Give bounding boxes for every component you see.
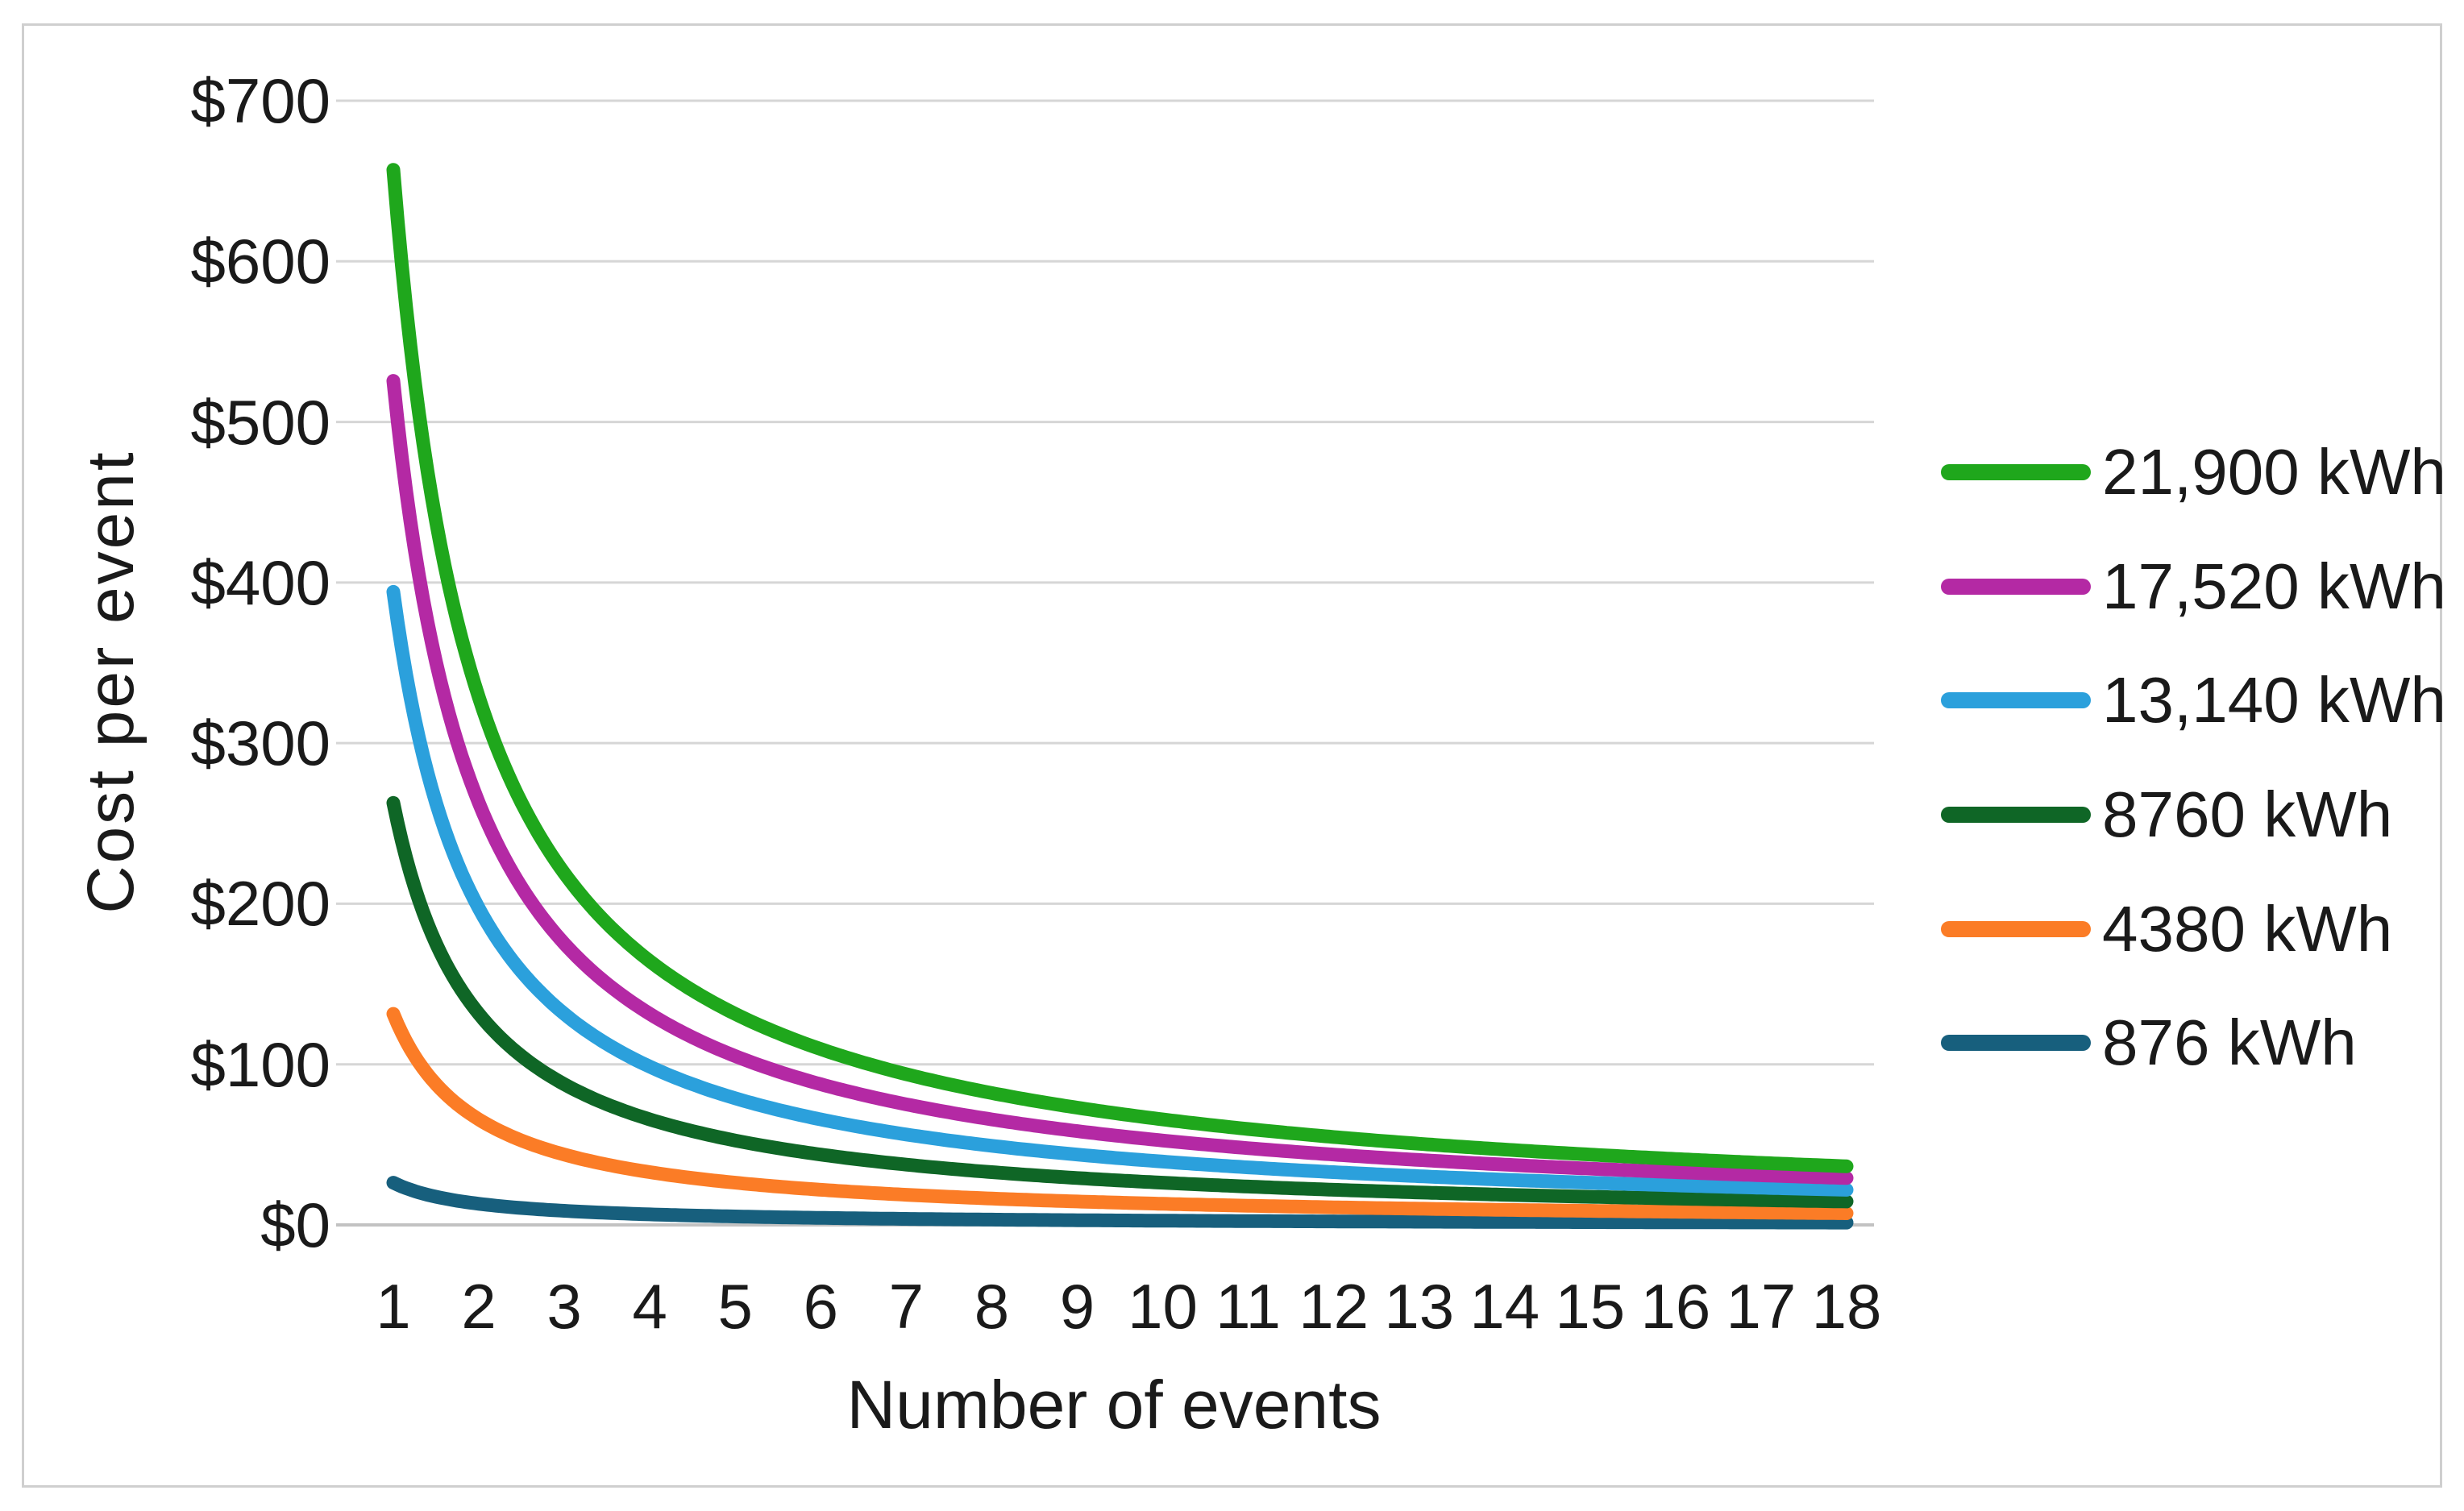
gridlines xyxy=(336,99,1874,1227)
legend-swatch-icon xyxy=(1941,1035,2091,1051)
x-tick-label-6: 6 xyxy=(803,1271,838,1342)
curve-17520kWh xyxy=(386,374,1854,1185)
legend-label: 21,900 kWh xyxy=(2102,436,2446,508)
curve-876kWh xyxy=(386,1176,1854,1230)
curve-13140kWh xyxy=(386,584,1854,1197)
x-tick-label-16: 16 xyxy=(1640,1271,1711,1342)
legend-swatch-icon xyxy=(1941,464,2091,480)
x-tick-label-10: 10 xyxy=(1128,1271,1198,1342)
x-tick-label-5: 5 xyxy=(717,1271,753,1342)
legend-entry-4380kWh: 4380 kWh xyxy=(1941,889,2392,969)
x-tick-label-7: 7 xyxy=(888,1271,925,1342)
legend-label: 876 kWh xyxy=(2102,1007,2357,1078)
y-tick-label-0: $0 xyxy=(260,1189,330,1260)
legend-label: 8760 kWh xyxy=(2102,778,2393,850)
x-tick-label-11: 11 xyxy=(1215,1271,1282,1342)
y-tick-label-600: $600 xyxy=(190,226,330,297)
legend-swatch-icon xyxy=(1941,692,2091,708)
legend-entry-876kWh: 876 kWh xyxy=(1941,1002,2357,1083)
x-tick-label-17: 17 xyxy=(1726,1271,1797,1342)
legend-label: 13,140 kWh xyxy=(2102,664,2446,736)
y-axis-title: Cost per event xyxy=(74,450,148,914)
y-tick-label-100: $100 xyxy=(190,1028,330,1100)
x-tick-label-1: 1 xyxy=(376,1271,411,1342)
x-tick-label-8: 8 xyxy=(974,1271,1010,1342)
legend-swatch-icon xyxy=(1941,921,2091,937)
x-axis-title: Number of events xyxy=(846,1367,1382,1443)
x-tick-label-4: 4 xyxy=(632,1271,667,1342)
x-tick-label-3: 3 xyxy=(546,1271,582,1342)
legend-swatch-icon xyxy=(1941,579,2091,595)
x-tick-label-13: 13 xyxy=(1384,1271,1455,1342)
curve-4380kWh xyxy=(386,1007,1854,1220)
series-curves xyxy=(386,163,1854,1230)
curve-8760kWh xyxy=(386,795,1854,1209)
x-tick-label-12: 12 xyxy=(1298,1271,1369,1342)
y-tick-label-300: $300 xyxy=(190,708,330,779)
legend-entry-21900kWh: 21,900 kWh xyxy=(1941,432,2446,513)
legend-label: 4380 kWh xyxy=(2102,893,2393,965)
curve-21900kWh xyxy=(386,163,1854,1173)
y-tick-label-400: $400 xyxy=(190,546,330,618)
legend-label: 17,520 kWh xyxy=(2102,550,2446,622)
x-tick-label-14: 14 xyxy=(1469,1271,1540,1342)
x-tick-label-15: 15 xyxy=(1555,1271,1626,1342)
x-tick-label-2: 2 xyxy=(461,1271,497,1342)
x-tick-label-9: 9 xyxy=(1059,1271,1095,1342)
x-tick-label-18: 18 xyxy=(1811,1271,1882,1342)
legend-entry-17520kWh: 17,520 kWh xyxy=(1941,546,2446,627)
legend-swatch-icon xyxy=(1941,807,2091,823)
y-tick-label-700: $700 xyxy=(190,65,330,136)
legend-entry-13140kWh: 13,140 kWh xyxy=(1941,660,2446,741)
y-tick-label-500: $500 xyxy=(190,386,330,458)
legend-entry-8760kWh: 8760 kWh xyxy=(1941,774,2392,855)
y-tick-label-200: $200 xyxy=(190,868,330,940)
